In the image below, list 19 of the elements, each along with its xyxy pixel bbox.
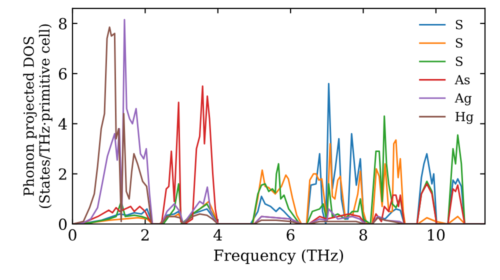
x-tick-label: 6	[286, 229, 294, 241]
x-tick-label: 8	[359, 229, 368, 241]
y-tick-label: 8	[58, 18, 67, 30]
x-tick-label: 2	[141, 229, 149, 240]
x-tick-label: 4	[213, 229, 222, 240]
x-tick-label: 0	[68, 229, 76, 241]
legend-label: S	[456, 20, 462, 30]
x-tick-label: 10	[428, 229, 445, 241]
legend-label: S	[456, 56, 462, 66]
y-tick-label: 4	[58, 118, 67, 130]
y-tick-label: 2	[58, 168, 66, 180]
y-axis-title: Phonon projected DOS (States/THz·primitive cell)	[23, 24, 52, 208]
y-tick-label: 6	[58, 68, 67, 80]
x-axis-title: Frequency (THz)	[214, 249, 344, 264]
legend-label: As	[454, 75, 470, 84]
legend-label: S	[456, 38, 462, 48]
legend-label: Ag	[454, 93, 472, 106]
legend-label: Hg	[456, 112, 474, 124]
y-tick-label: 0	[58, 218, 67, 230]
